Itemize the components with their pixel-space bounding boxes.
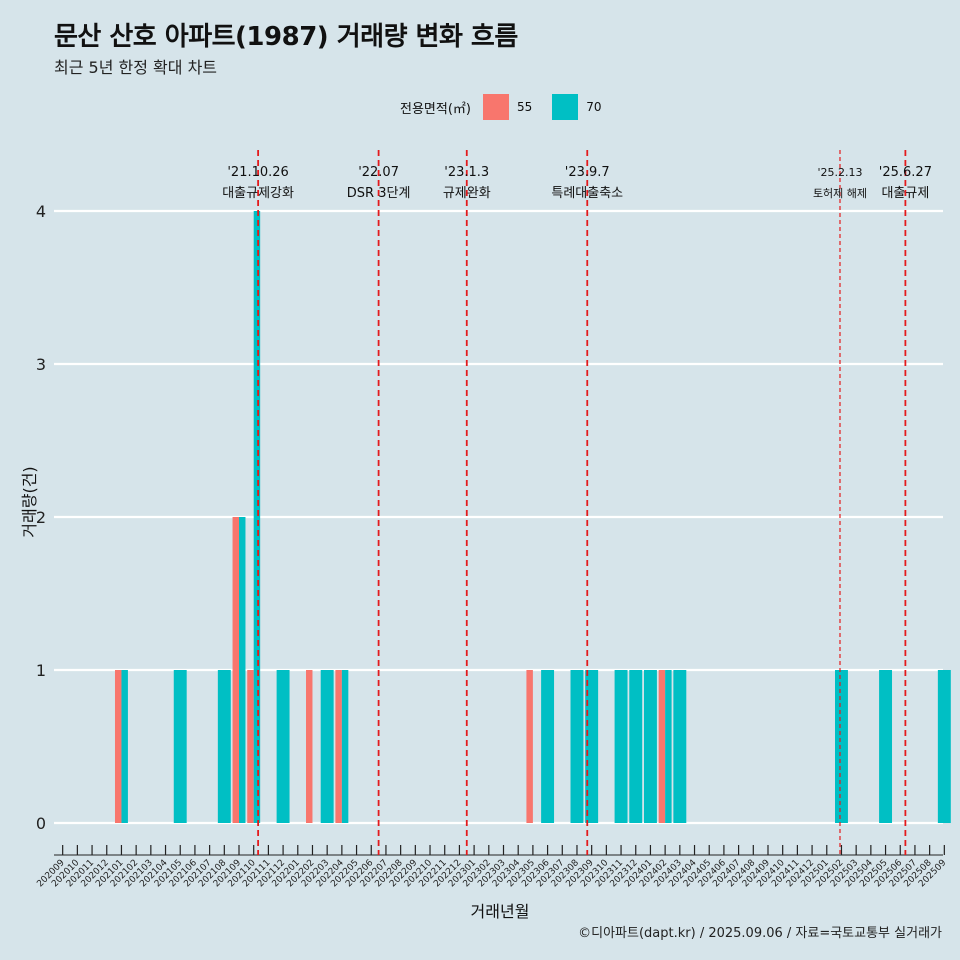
chart-title: 문산 산호 아파트(1987) 거래량 변화 흐름 — [54, 22, 518, 52]
bar-55-202109 — [232, 517, 240, 823]
bar-55-202305 — [526, 670, 533, 823]
legend: 전용면적(㎡) 55 70 — [400, 93, 622, 121]
bar-70-202308 — [570, 670, 584, 823]
x-axis-label: 거래년월 — [470, 902, 530, 921]
event-date-3: '23.1.3 — [444, 165, 489, 180]
event-label-3: 규제완화 — [443, 186, 491, 201]
bar-70-202112 — [276, 670, 290, 823]
event-date-6: '25.6.27 — [879, 165, 932, 180]
legend-label-70: 70 — [586, 100, 602, 114]
event-date-1: '21.10.26 — [227, 165, 288, 180]
bar-70-202105 — [173, 670, 187, 823]
bar-70-202110 — [253, 211, 261, 823]
bar-55-202101 — [114, 670, 122, 823]
bar-70-202505 — [879, 670, 893, 823]
bar-55-202204 — [335, 670, 342, 823]
bar-70-202402 — [665, 670, 672, 823]
event-label-2: DSR 3단계 — [347, 186, 411, 201]
legend-label-55: 55 — [516, 100, 533, 114]
event-label-6: 대출규제 — [881, 186, 929, 201]
bar-70-202109 — [239, 517, 246, 823]
event-label-4: 특례대출축소 — [551, 186, 623, 201]
source-caption: ©디아파트(dapt.kr) / 2025.09.06 / 자료=국토교통부 실… — [578, 926, 942, 941]
y-tick-label-1: 1 — [36, 661, 46, 680]
event-label-1: 대출규제강화 — [222, 186, 294, 201]
event-date-2: '22.07 — [358, 165, 399, 180]
bar-70-202203 — [320, 670, 334, 823]
bar-70-202309 — [585, 670, 599, 823]
bar-70-202502 — [835, 670, 848, 823]
chart-subtitle: 최근 5년 한정 확대 차트 — [54, 58, 218, 77]
bar-55-202402 — [658, 670, 666, 823]
bar-70-202403 — [673, 670, 687, 823]
bar-70-202306 — [541, 670, 555, 823]
y-tick-label-0: 0 — [36, 814, 46, 833]
bar-70-202509 — [937, 670, 951, 823]
event-date-4: '23.9.7 — [565, 165, 610, 180]
legend-title: 전용면적(㎡) — [400, 101, 471, 117]
bar-70-202108 — [217, 670, 231, 823]
bar-70-202312 — [629, 670, 643, 823]
bar-70-202311 — [614, 670, 628, 823]
y-axis-label: 거래량(건) — [20, 466, 39, 538]
event-date-5: '25.2.13 — [817, 166, 862, 179]
legend-key-55 — [482, 94, 509, 120]
y-tick-label-4: 4 — [36, 202, 46, 221]
bar-70-202401 — [643, 670, 657, 823]
y-tick-label-3: 3 — [36, 355, 46, 374]
bar-70-202101 — [121, 670, 128, 823]
legend-key-70 — [552, 94, 579, 120]
event-label-5: 토허제 해제 — [813, 186, 867, 200]
y-tick-label-2: 2 — [36, 508, 46, 527]
bar-70-202204 — [341, 670, 349, 823]
bar-55-202110 — [247, 670, 254, 823]
bar-55-202202 — [306, 670, 313, 823]
